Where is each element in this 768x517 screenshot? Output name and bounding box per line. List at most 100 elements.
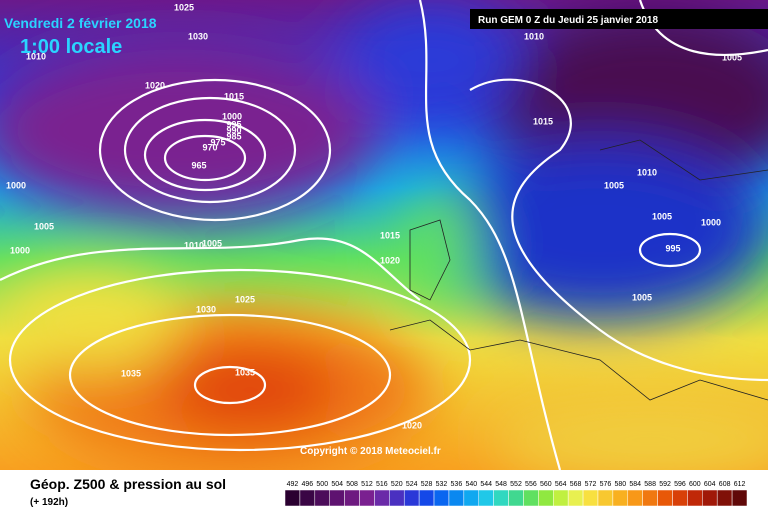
isobar-label: 1035 [121, 368, 141, 378]
legend-swatch [716, 489, 733, 507]
legend-label: 552 [510, 481, 522, 488]
legend-swatch [731, 489, 748, 507]
legend-label: 608 [719, 481, 731, 488]
legend-label: 548 [495, 481, 507, 488]
isobar-label: 995 [665, 243, 680, 253]
isobar-label: 1015 [380, 230, 400, 240]
legend-swatch [672, 489, 688, 507]
legend-swatch [612, 489, 629, 507]
legend-swatch [314, 489, 330, 507]
legend: 492 496 500 504 508 512 516 520 524 528 532 536 540 5… [284, 481, 748, 507]
legend-swatch [299, 489, 316, 507]
map-date: Vendredi 2 février 2018 [4, 15, 157, 31]
legend-swatch [553, 489, 569, 507]
legend-label: 500 [316, 481, 328, 488]
isobar-label: 1010 [637, 167, 657, 177]
isobar-label: 1005 [632, 292, 652, 302]
legend-swatch [389, 489, 405, 507]
isobar-labels: 1025103010101020101510009959909859759709… [6, 2, 742, 430]
legend-swatch [538, 489, 554, 507]
isobar-label: 1030 [188, 31, 208, 41]
legend-swatch [508, 489, 524, 507]
legend-label: 520 [391, 481, 403, 488]
isobar-label: 1000 [701, 217, 721, 227]
legend-swatch [657, 489, 673, 507]
legend-label: 528 [421, 481, 433, 488]
copyright: Copyright © 2018 Meteociel.fr [300, 446, 441, 457]
isobar-label: 990 [226, 125, 241, 135]
isobar-label: 1025 [174, 2, 194, 12]
legend-label: 584 [629, 481, 641, 488]
legend-label: 612 [734, 481, 746, 488]
map-time: 1:00 locale [20, 36, 122, 58]
legend-label: 524 [406, 481, 418, 488]
legend-label: 556 [525, 481, 537, 488]
isobar-label: 965 [191, 160, 206, 170]
legend-label: 592 [659, 481, 671, 488]
isobar-label: 1015 [533, 116, 553, 126]
isobar-label: 1030 [196, 304, 216, 314]
isobar-label: 1020 [145, 80, 165, 90]
isobar-label: 1005 [722, 52, 742, 62]
legend-swatch [493, 489, 509, 507]
legend-label: 512 [361, 481, 373, 488]
legend-swatch [433, 489, 450, 507]
legend-swatch [329, 489, 345, 507]
isobar-label: 1035 [235, 367, 255, 377]
legend-swatch [344, 489, 360, 507]
legend-swatch [582, 489, 599, 507]
legend-swatch [418, 489, 435, 507]
isobar-label: 1010 [524, 31, 544, 41]
legend-label: 492 [287, 481, 299, 488]
isobar-label: 1000 [6, 180, 26, 190]
isobar-label: 995 [226, 119, 241, 129]
legend-swatch [597, 489, 614, 507]
isobar-label: 1015 [224, 91, 244, 101]
legend-label: 604 [704, 481, 716, 488]
legend-label: 596 [674, 481, 686, 488]
map-field [0, 0, 768, 470]
legend-label: 496 [302, 481, 314, 488]
isobar-label: 1010 [26, 51, 46, 61]
legend-label: 536 [451, 481, 463, 488]
legend-swatch [627, 489, 643, 507]
legend-label: 564 [555, 481, 567, 488]
legend-label: 576 [600, 481, 612, 488]
run-box [470, 9, 768, 29]
footer-lead: (+ 192h) [30, 497, 68, 508]
legend-label: 560 [540, 481, 552, 488]
legend-swatch [448, 489, 465, 507]
legend-swatch [359, 489, 375, 507]
isobar-label: 1005 [34, 221, 54, 231]
legend-label: 516 [376, 481, 388, 488]
isobar-label: 1000 [222, 111, 242, 121]
legend-label: 600 [689, 481, 701, 488]
legend-swatch [463, 489, 479, 507]
footer-title: Géop. Z500 & pression au sol [30, 476, 226, 492]
legend-swatch [642, 489, 658, 507]
legend-label: 508 [346, 481, 358, 488]
isobar-label: 1020 [380, 255, 400, 265]
isobar-label: 1000 [10, 245, 30, 255]
isobar-label: 975 [210, 137, 225, 147]
isobar-label: 970 [202, 142, 217, 152]
legend-swatch [687, 489, 703, 507]
isobar-label: 1005 [652, 211, 672, 221]
legend-label: 588 [644, 481, 656, 488]
legend-label: 532 [436, 481, 448, 488]
isobar-label: 1020 [402, 420, 422, 430]
isobar-label: 985 [226, 131, 241, 141]
legend-label: 568 [570, 481, 582, 488]
isobar-label: 1010 [184, 240, 204, 250]
legend-swatch [478, 489, 494, 507]
legend-swatch [374, 489, 390, 507]
isobar-label: 1005 [604, 180, 624, 190]
legend-label: 540 [465, 481, 477, 488]
legend-label: 572 [585, 481, 597, 488]
run-info: Run GEM 0 Z du Jeudi 25 janvier 2018 [478, 15, 658, 26]
legend-swatch [523, 489, 539, 507]
legend-label: 544 [480, 481, 492, 488]
legend-swatch [284, 489, 301, 507]
legend-swatch [702, 489, 718, 507]
